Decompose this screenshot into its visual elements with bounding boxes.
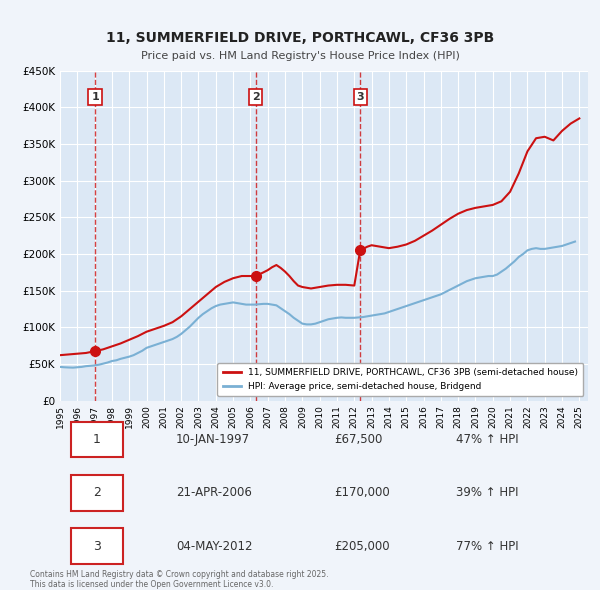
Text: 1: 1 bbox=[93, 433, 101, 446]
Text: 1: 1 bbox=[91, 92, 99, 102]
Text: £205,000: £205,000 bbox=[335, 540, 390, 553]
Text: 77% ↑ HPI: 77% ↑ HPI bbox=[456, 540, 518, 553]
Text: 2: 2 bbox=[93, 487, 101, 500]
Text: 04-MAY-2012: 04-MAY-2012 bbox=[176, 540, 253, 553]
Text: 21-APR-2006: 21-APR-2006 bbox=[176, 487, 252, 500]
Text: 3: 3 bbox=[356, 92, 364, 102]
Text: 3: 3 bbox=[93, 540, 101, 553]
Text: 10-JAN-1997: 10-JAN-1997 bbox=[176, 433, 250, 446]
Text: £170,000: £170,000 bbox=[335, 487, 391, 500]
FancyBboxPatch shape bbox=[71, 475, 124, 511]
Text: Contains HM Land Registry data © Crown copyright and database right 2025.
This d: Contains HM Land Registry data © Crown c… bbox=[30, 570, 329, 589]
Text: £67,500: £67,500 bbox=[335, 433, 383, 446]
Text: 2: 2 bbox=[252, 92, 260, 102]
Text: Price paid vs. HM Land Registry's House Price Index (HPI): Price paid vs. HM Land Registry's House … bbox=[140, 51, 460, 61]
FancyBboxPatch shape bbox=[71, 529, 124, 564]
FancyBboxPatch shape bbox=[71, 422, 124, 457]
Text: 47% ↑ HPI: 47% ↑ HPI bbox=[456, 433, 518, 446]
Text: 11, SUMMERFIELD DRIVE, PORTHCAWL, CF36 3PB: 11, SUMMERFIELD DRIVE, PORTHCAWL, CF36 3… bbox=[106, 31, 494, 45]
Text: 39% ↑ HPI: 39% ↑ HPI bbox=[456, 487, 518, 500]
Legend: 11, SUMMERFIELD DRIVE, PORTHCAWL, CF36 3PB (semi-detached house), HPI: Average p: 11, SUMMERFIELD DRIVE, PORTHCAWL, CF36 3… bbox=[217, 363, 583, 396]
